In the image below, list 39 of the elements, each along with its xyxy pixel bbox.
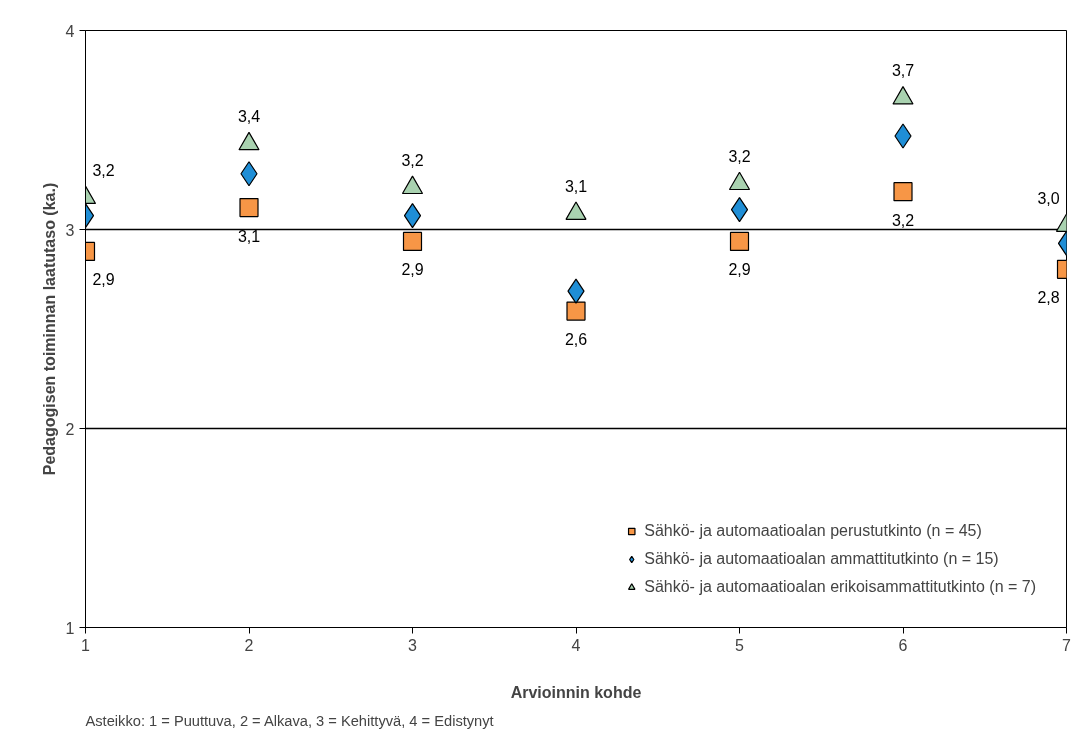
x-tick-label: 1 [81, 636, 91, 654]
point [730, 197, 749, 223]
x-axis-title: Arvioinnin kohde [510, 683, 642, 701]
x-tick-label: 7 [1062, 636, 1072, 654]
data-label: 3,2 [728, 147, 751, 165]
data-label: 3,2 [891, 211, 915, 229]
x-tick-label: 2 [244, 636, 254, 654]
point [239, 198, 259, 218]
data-label: 2,8 [1037, 289, 1060, 307]
y-tick-label: 2 [65, 420, 75, 438]
data-label: 3,1 [237, 227, 261, 245]
point [402, 231, 423, 252]
legend-label: Sähkö- ja automaatioalan ammattitutkinto (n = 15) [644, 550, 999, 568]
point [403, 202, 422, 229]
data-label: 2,9 [92, 271, 115, 289]
x-tick-label: 6 [898, 636, 908, 654]
point [893, 182, 913, 202]
data-label: 2,9 [401, 261, 424, 279]
data-label: 3,0 [1037, 189, 1060, 207]
x-tick-label: 5 [735, 636, 745, 654]
y-tick-label: 1 [65, 619, 75, 637]
legend-label: Sähkö- ja automaatioalan perustutkinto (n = 45) [644, 522, 982, 540]
data-label: 3,2 [401, 151, 424, 169]
data-label: 3,4 [237, 107, 261, 125]
y-tick-label: 3 [65, 221, 75, 239]
point [566, 301, 586, 321]
data-label: 2,6 [564, 331, 588, 349]
data-label: 3,1 [564, 177, 588, 195]
text: Asteikko: 1 = Puuttuva, 2 = Alkava, 3 = Kehittyvä, 4 = Edistynyt [85, 713, 494, 729]
point [892, 86, 914, 105]
legend-label: Sähkö- ja automaatioalan erikoisammattitutkinto (n = 7) [644, 578, 1036, 596]
y-tick-label: 4 [65, 22, 75, 40]
data-label: 3,7 [891, 62, 915, 80]
x-tick-label: 4 [571, 636, 581, 654]
y-axis-title: Pedagogisen toiminnan laatutaso (ka.) [40, 182, 58, 476]
data-label: 3,2 [92, 161, 115, 179]
x-tick-label: 3 [408, 636, 418, 654]
data-label: 2,9 [728, 261, 751, 279]
point [729, 231, 750, 252]
